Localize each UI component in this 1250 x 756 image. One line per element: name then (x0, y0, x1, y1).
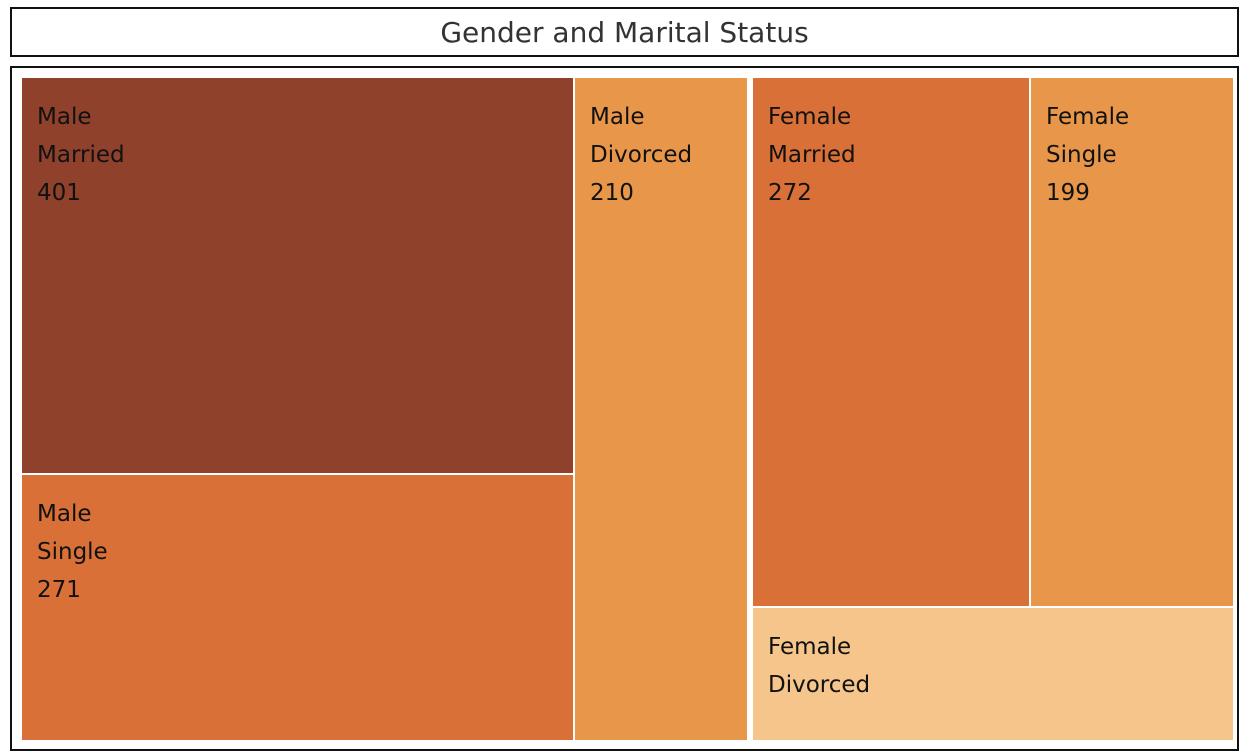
chart-title-box: Gender and Marital Status (10, 7, 1239, 57)
tile-female-divorced[interactable]: Female Divorced (753, 608, 1233, 740)
tile-female-married[interactable]: Female Married 272 (753, 78, 1029, 606)
tile-male-single[interactable]: Male Single 271 (22, 475, 573, 740)
tile-status: Married (37, 142, 125, 168)
tile-label: Male Single 271 (37, 495, 108, 609)
tile-label: Male Married 401 (37, 98, 125, 212)
tile-male-divorced[interactable]: Male Divorced 210 (575, 78, 747, 740)
tile-gender: Female (768, 104, 852, 130)
tile-label: Female Married 272 (768, 98, 856, 212)
tile-status: Married (768, 142, 856, 168)
treemap-frame: Male Married 401 Male Single 271 Male Di… (10, 66, 1239, 751)
tile-label: Female Single 199 (1046, 98, 1129, 212)
tile-status: Divorced (590, 142, 693, 168)
tile-value: 210 (590, 180, 634, 206)
tile-female-single[interactable]: Female Single 199 (1031, 78, 1233, 606)
tile-gender: Female (1046, 104, 1130, 130)
tile-gender: Male (37, 501, 92, 527)
tile-male-married[interactable]: Male Married 401 (22, 78, 573, 473)
tile-gender: Male (590, 104, 645, 130)
chart-title: Gender and Marital Status (440, 15, 809, 49)
tile-value: 271 (37, 577, 81, 603)
tile-value: 272 (768, 180, 812, 206)
tile-gender: Female (768, 634, 852, 660)
tile-status: Divorced (768, 672, 871, 698)
tile-gender: Male (37, 104, 92, 130)
tile-label: Male Divorced 210 (590, 98, 692, 212)
tile-value: 199 (1046, 180, 1090, 206)
tile-value: 401 (37, 180, 81, 206)
tile-status: Single (1046, 142, 1117, 168)
tile-label: Female Divorced (768, 628, 870, 704)
tile-status: Single (37, 539, 108, 565)
